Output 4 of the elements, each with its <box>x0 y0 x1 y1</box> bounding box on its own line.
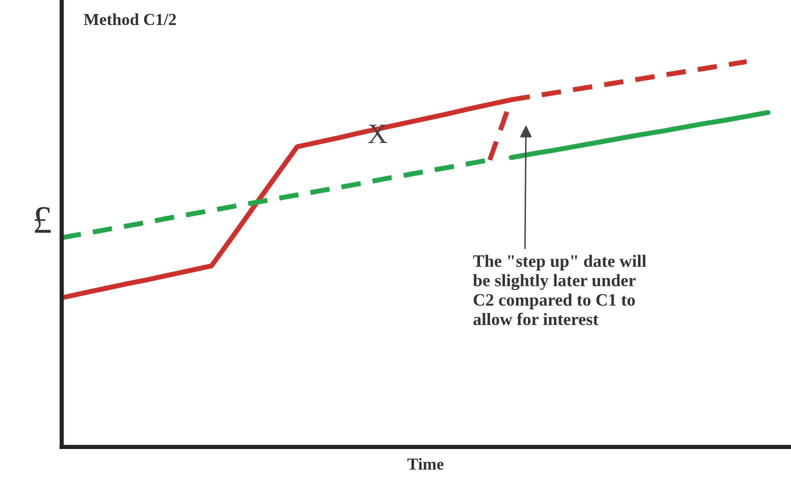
x-axis-title: Time <box>407 458 444 470</box>
annotation: The "step up" date will be slightly later under C2 compared to C1 to allow for interest <box>473 254 646 326</box>
y-axis-title: £ <box>34 207 51 233</box>
chart-title: Method C1/2 <box>84 13 176 26</box>
